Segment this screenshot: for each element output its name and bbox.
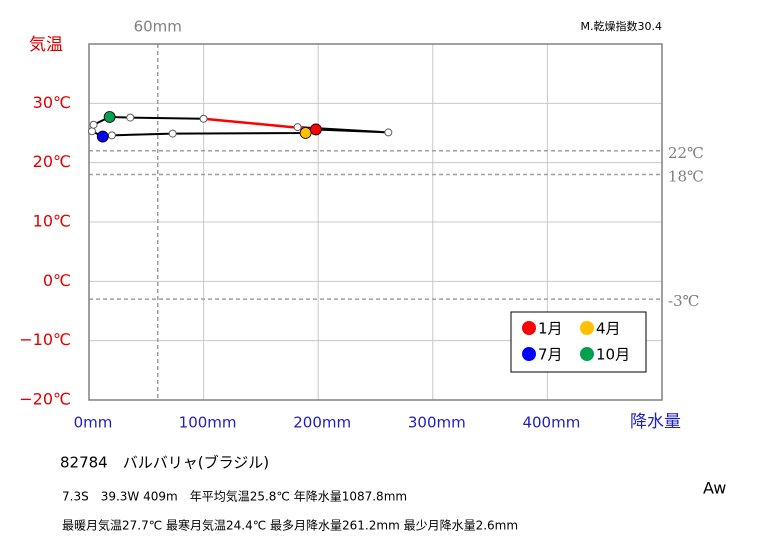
- month-point: [103, 111, 116, 123]
- legend-label: 7月: [538, 346, 563, 364]
- y-tick-label: 10℃: [33, 212, 71, 231]
- x-tick-label: 100mm: [179, 414, 237, 432]
- reference-label: 60mm: [134, 18, 182, 36]
- month-point: [96, 130, 109, 143]
- legend-label: 4月: [596, 320, 621, 338]
- reference-label: -3℃: [668, 292, 699, 310]
- y-tick-label: −10℃: [19, 330, 71, 349]
- station-title: 82784 バルバリャ(ブラジル): [60, 454, 269, 472]
- info-line: 最暖月気温27.7℃ 最寒月気温24.4℃ 最多月降水量261.2mm 最少月降…: [62, 518, 518, 533]
- y-tick-label: 30℃: [33, 93, 71, 112]
- x-axis-title: 降水量: [630, 412, 681, 432]
- y-tick-label: −20℃: [19, 390, 71, 409]
- reference-label: 22℃: [668, 144, 704, 162]
- x-tick-label: 0mm: [74, 414, 113, 432]
- dryness-index: M.乾燥指数30.4: [581, 19, 662, 33]
- info-line: 7.3S 39.3W 409m 年平均気温25.8℃ 年降水量1087.8mm: [62, 489, 407, 504]
- month-point: [87, 127, 96, 136]
- x-tick-label: 300mm: [408, 414, 466, 432]
- month-point: [310, 123, 322, 136]
- climate-class: Aw: [703, 479, 726, 498]
- plot-frame: [88, 43, 663, 401]
- y-tick-label: 0℃: [43, 271, 71, 290]
- legend-label: 10月: [596, 346, 630, 364]
- x-tick-label: 200mm: [293, 414, 351, 432]
- legend-swatch: [522, 347, 536, 361]
- month-point: [299, 127, 312, 139]
- month-point: [293, 123, 302, 132]
- reference-label: 18℃: [668, 168, 704, 186]
- month-point: [168, 129, 177, 138]
- month-point: [384, 128, 393, 137]
- legend-box: [510, 311, 647, 373]
- month-point: [89, 120, 98, 129]
- month-point: [126, 113, 135, 122]
- legend-label: 1月: [538, 320, 563, 338]
- month-point: [107, 131, 116, 140]
- x-tick-label: 400mm: [522, 414, 580, 432]
- y-tick-label: 20℃: [33, 152, 71, 171]
- month-point: [199, 114, 208, 123]
- legend-swatch: [580, 347, 594, 361]
- y-axis-title: 気温: [29, 35, 63, 55]
- legend-swatch: [522, 321, 536, 335]
- legend-swatch: [580, 321, 594, 335]
